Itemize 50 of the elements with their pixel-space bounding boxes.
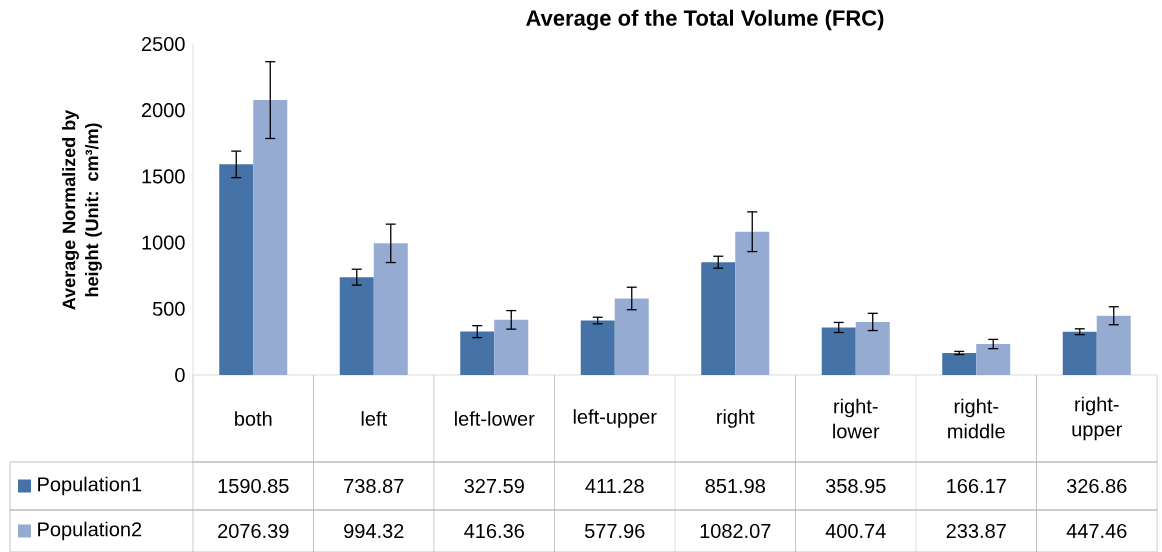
data-label: 1082.07 bbox=[700, 523, 771, 538]
y-tick-label: 0 bbox=[175, 367, 185, 382]
x-tick-label: left-upper bbox=[573, 408, 657, 428]
y-tick-label: 1500 bbox=[142, 169, 185, 184]
x-tick-label: left-lower bbox=[455, 410, 535, 426]
bar bbox=[373, 243, 408, 375]
bar bbox=[1062, 331, 1097, 375]
bar bbox=[821, 327, 856, 375]
data-label: 994.32 bbox=[344, 523, 404, 538]
data-label: 577.96 bbox=[584, 523, 645, 538]
data-label: 326.86 bbox=[1066, 478, 1127, 493]
data-label: 411.28 bbox=[585, 478, 644, 493]
x-tick-label: right-middle bbox=[948, 398, 1005, 439]
bar bbox=[580, 320, 615, 375]
x-tick-label: right-lower bbox=[833, 398, 880, 439]
bar bbox=[460, 331, 495, 375]
x-tick-label: left bbox=[361, 410, 387, 426]
y-tick-label: 1000 bbox=[142, 235, 185, 250]
legend-label: Population1 bbox=[38, 476, 142, 496]
data-label: 738.87 bbox=[344, 478, 404, 493]
legend-label: Population2 bbox=[38, 521, 142, 541]
chart-title: Average of the Total Volume (FRC) bbox=[526, 9, 884, 31]
bar bbox=[855, 321, 890, 375]
bar bbox=[494, 319, 529, 375]
bar bbox=[701, 262, 736, 375]
x-tick-label: both bbox=[235, 410, 272, 426]
y-tick-label: 500 bbox=[152, 301, 185, 316]
bar bbox=[339, 276, 374, 375]
data-label: 233.87 bbox=[946, 523, 1006, 538]
data-label: 358.95 bbox=[825, 478, 886, 493]
data-label: 166.17 bbox=[947, 478, 1006, 493]
x-tick-label: right bbox=[717, 408, 755, 428]
y-tick-label: 2000 bbox=[141, 102, 185, 118]
bar bbox=[976, 343, 1011, 375]
data-label: 1590.85 bbox=[218, 478, 289, 493]
bar bbox=[253, 99, 288, 375]
data-label: 851.98 bbox=[705, 478, 765, 493]
bar bbox=[735, 231, 770, 375]
bar bbox=[942, 352, 977, 375]
data-label: 416.36 bbox=[464, 523, 524, 538]
bar bbox=[219, 164, 254, 375]
data-label: 2076.39 bbox=[218, 523, 289, 538]
y-axis-title: Average Normalized by height (Unit: cm³/m) bbox=[62, 109, 102, 310]
bar bbox=[1096, 315, 1131, 375]
bar bbox=[614, 298, 649, 375]
y-tick-label: 2500 bbox=[141, 36, 185, 51]
data-label: 327.59 bbox=[464, 478, 524, 493]
data-label: 400.74 bbox=[825, 523, 886, 538]
data-label: 447.46 bbox=[1066, 523, 1127, 538]
x-tick-label: right-upper bbox=[1072, 396, 1122, 441]
